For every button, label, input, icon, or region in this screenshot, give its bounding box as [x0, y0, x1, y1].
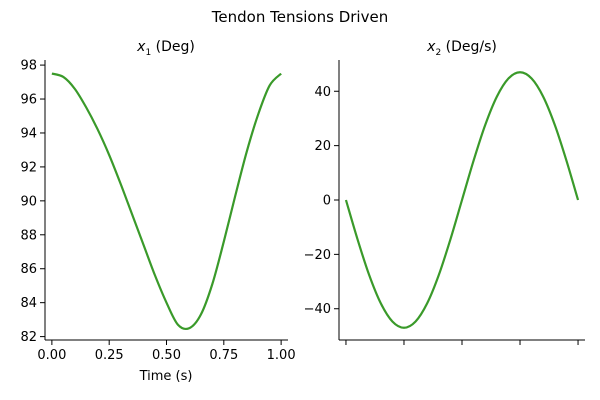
- chart-x2-y-ticks: −40 −20 0 20 40: [304, 85, 339, 317]
- chart-x1-ytick-label: 86: [20, 262, 37, 277]
- chart-x1-ytick-label: 88: [20, 228, 37, 243]
- chart-x2-ytick-label: 40: [314, 85, 331, 100]
- chart-x1-xlabel: Time (s): [139, 369, 193, 384]
- chart-x1-panel: x1 (Deg) 82 84 86 88 90 92 94 96 98 0.00 0.25 0.50…: [20, 39, 295, 384]
- chart-x2-x-ticks: [345, 340, 579, 345]
- chart-x2-series: [344, 71, 580, 329]
- chart-x1-ytick-label: 90: [20, 194, 37, 209]
- chart-x2-ytick-label: 0: [323, 194, 331, 209]
- chart-x1-ytick-label: 94: [20, 126, 37, 141]
- chart-x1-xtick-label: 0.75: [209, 348, 238, 363]
- chart-x1-series: [51, 72, 282, 331]
- chart-x2-ytick-label: −40: [304, 302, 331, 317]
- chart-x1-ytick-label: 82: [20, 330, 37, 345]
- chart-x1-xtick-label: 1.00: [267, 348, 296, 363]
- chart-x1-xtick-label: 0.00: [37, 348, 66, 363]
- chart-x2-title: x2 (Deg/s): [426, 39, 497, 58]
- chart-x1-ytick-label: 98: [20, 59, 37, 74]
- chart-x2-panel: x2 (Deg/s) −40 −20 0 20 40: [304, 39, 585, 345]
- chart-x1-xtick-label: 0.25: [95, 348, 124, 363]
- chart-x1-ytick-label: 96: [20, 93, 37, 108]
- chart-x1-y-ticks: 82 84 86 88 90 92 94 96 98: [20, 59, 45, 345]
- chart-x2-series-line: [344, 71, 580, 329]
- chart-x1-series-line: [51, 72, 282, 331]
- chart-x2-ytick-label: −20: [304, 248, 331, 263]
- chart-x1-ytick-label: 84: [20, 296, 37, 311]
- chart-x1-ytick-label: 92: [20, 160, 37, 175]
- chart-x2-ytick-label: 20: [314, 139, 331, 154]
- figure-suptitle: Tendon Tensions Driven: [211, 8, 388, 26]
- chart-x1-x-ticks: 0.00 0.25 0.50 0.75 1.00: [37, 340, 296, 363]
- chart-x1-title: x1 (Deg): [136, 39, 195, 58]
- chart-x1-xtick-label: 0.50: [152, 348, 181, 363]
